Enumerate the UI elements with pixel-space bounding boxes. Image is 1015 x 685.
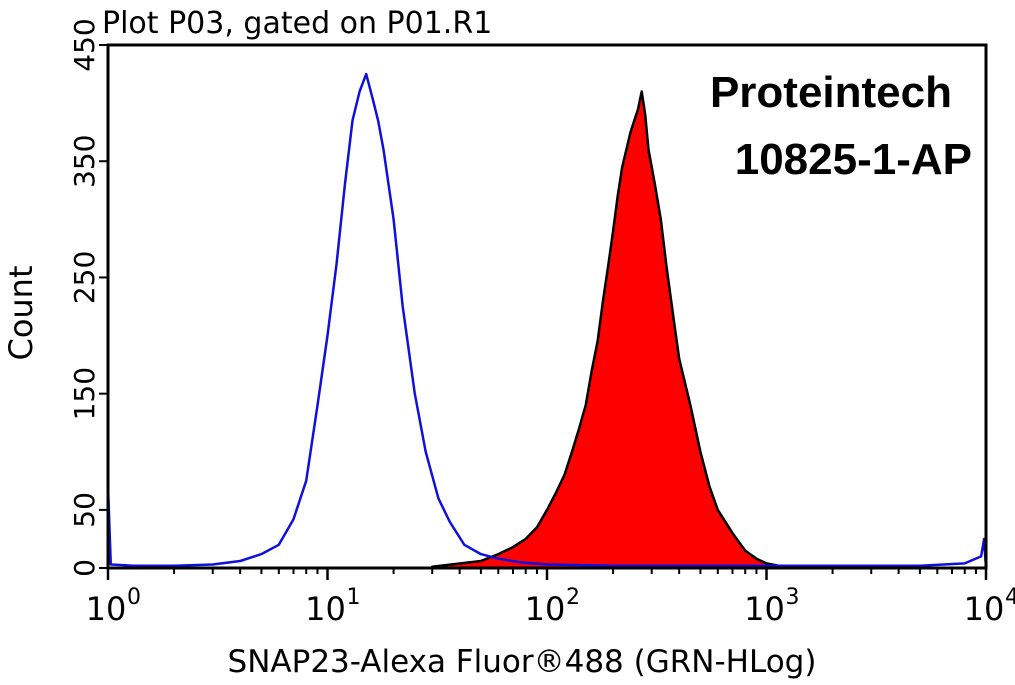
x-tick-base: 10 <box>964 590 1005 628</box>
y-tick-label: 150 <box>68 367 101 420</box>
x-tick-base: 10 <box>86 590 127 628</box>
series-layer <box>106 72 988 570</box>
plot-frame <box>106 43 988 570</box>
chart-title: Plot P03, gated on P01.R1 <box>102 6 492 41</box>
y-tick-label: 0 <box>68 559 101 577</box>
x-tick-exponent: 4 <box>1005 585 1015 610</box>
x-tick-exponent: 2 <box>566 585 580 610</box>
y-axis-label: Count <box>2 265 40 360</box>
x-tick-exponent: 1 <box>347 585 361 610</box>
x-tick-base: 10 <box>525 590 566 628</box>
x-tick-label: 10 1 <box>305 585 360 628</box>
y-tick-label: 450 <box>68 18 101 71</box>
brand-annotation: Proteintech <box>710 68 952 117</box>
histogram-series-1 <box>430 90 786 570</box>
x-axis-label: SNAP23-Alexa Fluor®488 (GRN-HLog) <box>228 644 817 680</box>
x-tick-base: 10 <box>305 590 346 628</box>
x-tick-exponent: 0 <box>127 585 141 610</box>
y-axis: 0 50 150 250 350 450 <box>68 18 108 577</box>
x-tick-exponent: 3 <box>786 585 800 610</box>
y-tick-label: 250 <box>68 251 101 304</box>
x-tick-base: 10 <box>744 590 785 628</box>
y-tick-label: 50 <box>68 492 101 528</box>
x-tick-label: 10 2 <box>525 585 580 628</box>
y-tick-label: 350 <box>68 134 101 187</box>
catalog-number-annotation: 10825-1-AP <box>735 135 972 184</box>
x-axis: 10 0 10 1 10 2 10 3 10 4 <box>86 568 1015 628</box>
x-tick-label: 10 0 <box>86 585 141 628</box>
histogram-series-0 <box>106 72 988 567</box>
x-tick-label: 10 4 <box>964 585 1015 628</box>
x-tick-label: 10 3 <box>744 585 799 628</box>
